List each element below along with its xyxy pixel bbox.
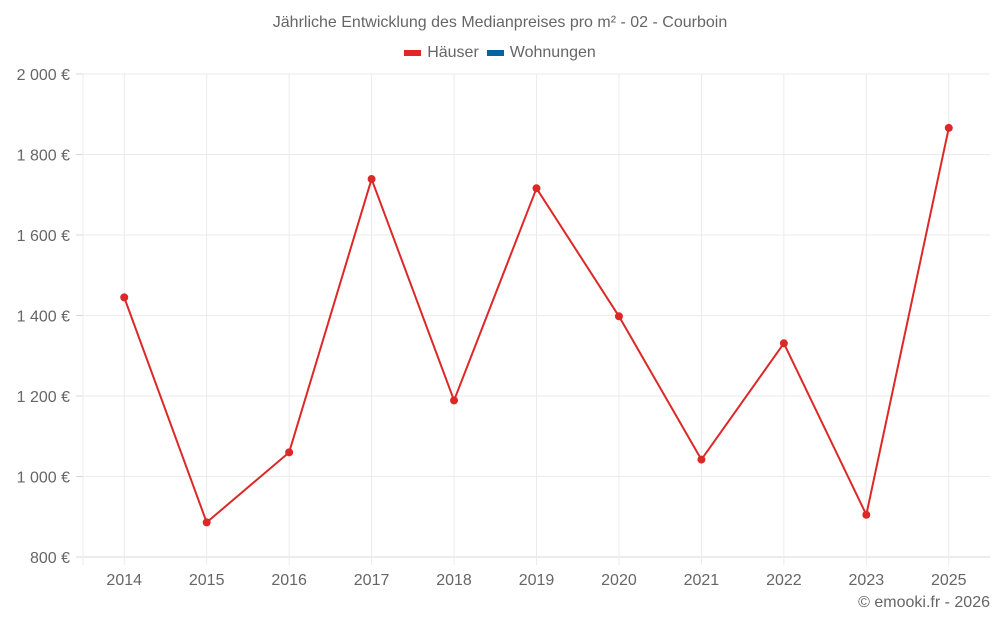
y-axis-label: 1 800 € [17,148,70,165]
x-axis-label: 2016 [271,572,307,589]
x-axis-label: 2018 [436,572,472,589]
data-point[interactable] [614,312,623,321]
x-axis-label: 2025 [931,572,967,589]
legend-swatch-wohnungen [486,50,504,56]
x-axis-label: 2020 [601,572,637,589]
x-axis-label: 2017 [354,572,390,589]
data-point[interactable] [120,293,129,302]
x-axis-label: 2022 [766,572,802,589]
data-point[interactable] [202,518,211,527]
data-point[interactable] [450,396,459,405]
x-axis-label: 2021 [684,572,720,589]
legend-item-haeuser[interactable]: Häuser [404,44,479,62]
legend-swatch-haeuser [404,50,422,56]
data-point[interactable] [944,123,953,132]
y-axis-label: 1 200 € [17,389,70,406]
x-axis-label: 2019 [519,572,555,589]
chart-legend: Häuser Wohnungen [0,44,1000,62]
data-point[interactable] [532,184,541,193]
legend-label-haeuser: Häuser [427,44,479,61]
series-häuser [120,123,953,527]
y-axis-label: 1 000 € [17,470,70,487]
legend-item-wohnungen[interactable]: Wohnungen [486,44,596,62]
y-axis-label: 1 600 € [17,228,70,245]
legend-label-wohnungen: Wohnungen [509,44,596,61]
y-axis-label: 2 000 € [17,67,70,84]
x-axis-label: 2023 [849,572,885,589]
data-point[interactable] [285,448,294,457]
data-point[interactable] [862,510,871,519]
y-axis-label: 1 400 € [17,309,70,326]
x-axis-label: 2014 [106,572,142,589]
y-axis-label: 800 € [30,550,70,567]
data-point[interactable] [697,455,706,464]
x-axis-label: 2015 [189,572,225,589]
data-point[interactable] [367,175,376,184]
chart-credit: © emooki.fr - 2026 [858,594,990,611]
chart-title: Jährliche Entwicklung des Medianpreises … [272,14,728,31]
data-point[interactable] [779,339,788,348]
